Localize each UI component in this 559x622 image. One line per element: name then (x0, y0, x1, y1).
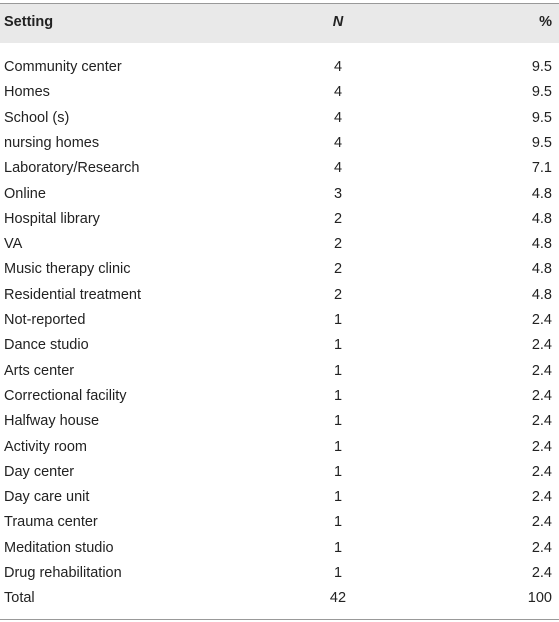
n-cell: 2 (333, 210, 343, 227)
header-background (0, 3, 559, 43)
percent-cell: 4.8 (531, 286, 552, 303)
setting-cell: Arts center (4, 362, 75, 379)
n-cell: 4 (333, 109, 343, 126)
setting-cell: Correctional facility (4, 387, 127, 404)
n-cell: 1 (333, 514, 343, 531)
percent-cell: 7.1 (531, 160, 552, 177)
setting-cell: nursing homes (4, 134, 100, 151)
n-cell: 3 (333, 185, 343, 202)
n-cell: 1 (333, 539, 343, 556)
n-cell: 2 (333, 236, 343, 253)
percent-cell: 9.5 (531, 109, 552, 126)
n-cell: 1 (333, 387, 343, 404)
percent-cell: 9.5 (531, 59, 552, 75)
setting-cell: VA (4, 236, 23, 253)
setting-cell: Drug rehabilitation (4, 565, 122, 581)
percent-cell: 2.4 (531, 337, 552, 354)
n-cell: 1 (333, 312, 343, 328)
setting-cell: Total (4, 590, 35, 607)
setting-cell: Not-reported (4, 312, 86, 328)
n-cell: 1 (333, 463, 343, 480)
percent-cell: 9.5 (531, 134, 552, 151)
setting-cell: Meditation studio (4, 539, 114, 556)
percent-cell: 100 (527, 590, 552, 607)
setting-cell: Activity room (4, 438, 87, 455)
n-cell: 2 (333, 261, 343, 278)
setting-cell: Day care unit (4, 489, 90, 506)
bottom-rule (0, 619, 559, 620)
percent-cell: 4.8 (531, 261, 552, 278)
setting-cell: Hospital library (4, 210, 100, 227)
setting-cell: Community center (4, 59, 122, 75)
percent-cell: 2.4 (531, 489, 552, 506)
n-cell: 4 (333, 84, 343, 101)
setting-cell: School (s) (4, 109, 70, 126)
setting-cell: Day center (4, 463, 75, 480)
percent-cell: 2.4 (531, 463, 552, 480)
header-percent-cell: % (539, 14, 552, 30)
percent-cell: 2.4 (531, 438, 552, 455)
setting-cell: Halfway house (4, 413, 100, 430)
setting-cell: Music therapy clinic (4, 261, 131, 278)
n-cell: 1 (333, 362, 343, 379)
percent-cell: 2.4 (531, 413, 552, 430)
setting-cell: Laboratory/Research (4, 160, 140, 177)
n-cell: 4 (333, 59, 343, 75)
n-cell: 4 (333, 160, 343, 177)
header-n-cell: N (332, 14, 344, 30)
n-cell: 4 (333, 134, 343, 151)
percent-cell: 4.8 (531, 185, 552, 202)
n-cell: 1 (333, 413, 343, 430)
percent-cell: 2.4 (531, 312, 552, 328)
n-cell: 2 (333, 286, 343, 303)
setting-cell: Dance studio (4, 337, 89, 354)
percent-cell: 2.4 (531, 387, 552, 404)
setting-cell: Homes (4, 84, 50, 101)
n-cell: 1 (333, 565, 343, 581)
n-cell: 1 (333, 438, 343, 455)
setting-cell: Residential treatment (4, 286, 142, 303)
percent-cell: 2.4 (531, 565, 552, 581)
n-cell: 1 (333, 337, 343, 354)
percent-cell: 2.4 (531, 362, 552, 379)
percent-cell: 9.5 (531, 84, 552, 101)
percent-cell: 4.8 (531, 210, 552, 227)
header-setting-cell: Setting (4, 14, 54, 30)
n-cell: 1 (333, 489, 343, 506)
percent-cell: 2.4 (531, 514, 552, 531)
setting-cell: Trauma center (4, 514, 98, 531)
setting-cell: Online (4, 185, 46, 202)
n-cell: 42 (329, 590, 347, 607)
percent-cell: 4.8 (531, 236, 552, 253)
percent-cell: 2.4 (531, 539, 552, 556)
